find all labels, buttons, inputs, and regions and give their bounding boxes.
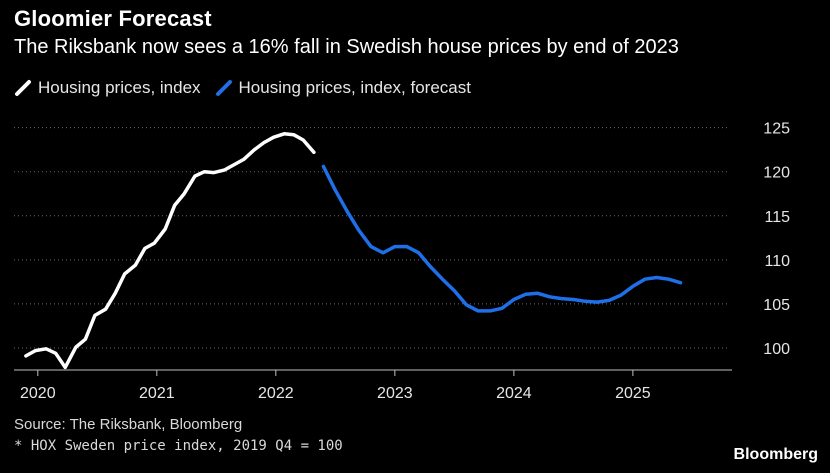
series-line-actual [24, 132, 316, 370]
x-tick-label-2025: 2025 [615, 385, 651, 402]
series-line-forecast [321, 164, 683, 313]
legend-label-actual: Housing prices, index [38, 78, 201, 97]
legend-swatch-actual [15, 80, 31, 96]
bloomberg-logo: Bloomberg [733, 446, 818, 463]
chart-subtitle: The Riksbank now sees a 16% fall in Swed… [14, 36, 679, 58]
x-tick-label-2023: 2023 [377, 385, 413, 402]
legend: Housing prices, index Housing prices, in… [14, 78, 485, 98]
index-footnote: * HOX Sweden price index, 2019 Q4 = 100 [14, 438, 343, 454]
x-tick-label-2020: 2020 [20, 385, 56, 402]
y-tick-label-110: 110 [764, 253, 790, 270]
y-tick-label-125: 125 [763, 121, 790, 138]
y-tick-label-100: 100 [763, 341, 790, 358]
y-tick-label-105: 105 [763, 297, 790, 314]
legend-swatch-forecast [215, 80, 232, 96]
x-tick-label-2022: 2022 [258, 385, 294, 402]
x-tick-label-2021: 2021 [139, 385, 175, 402]
legend-item-actual: Housing prices, index [14, 78, 201, 98]
legend-item-forecast: Housing prices, index, forecast [215, 78, 471, 98]
chart-title: Gloomier Forecast [14, 6, 212, 31]
y-tick-label-120: 120 [763, 165, 790, 182]
y-tick-label-115: 115 [764, 209, 790, 226]
legend-label-forecast: Housing prices, index, forecast [238, 78, 471, 97]
x-tick-label-2024: 2024 [496, 385, 532, 402]
source-note: Source: The Riksbank, Bloomberg [14, 416, 243, 433]
